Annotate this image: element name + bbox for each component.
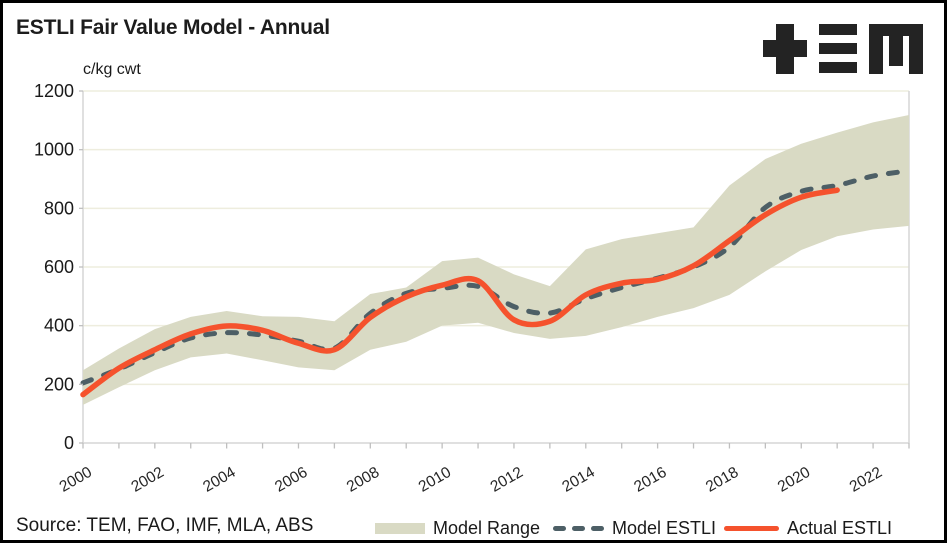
x-tick-label: 2022: [847, 464, 885, 496]
page-title: ESTLI Fair Value Model - Annual: [16, 16, 330, 39]
x-tick-label: 2004: [200, 464, 239, 496]
x-tick-label: 2012: [488, 464, 526, 496]
x-tick-label: 2016: [631, 464, 669, 496]
actual-estli-line: [80, 187, 840, 398]
legend-item-model-estli: Model ESTLI: [553, 517, 716, 539]
legend-item-actual-estli: Actual ESTLI: [724, 517, 892, 539]
y-tick-label: 1200: [34, 81, 74, 101]
y-tick-label: 200: [44, 374, 74, 394]
x-tick-label: 2006: [272, 464, 310, 496]
model-range-swatch: [375, 522, 425, 534]
x-tick-label: 2010: [416, 464, 455, 496]
x-tick-label: 2002: [128, 464, 166, 496]
legend-label: Model Range: [433, 517, 541, 538]
y-tick-label: 400: [44, 316, 74, 336]
x-tick-label: 2020: [775, 464, 814, 496]
legend-item-model-range: Model Range: [375, 517, 540, 539]
tem-logo-icon: [763, 24, 923, 74]
model-estli-swatch: [553, 525, 604, 531]
y-tick-label: 800: [44, 198, 74, 218]
x-tick-label: 2008: [344, 464, 382, 496]
chart-canvas: 0 200 400 600 800 1000 1200 2000 2002 2004 2006 200…: [34, 81, 912, 496]
y-tick-label: 1000: [34, 140, 74, 160]
actual-estli-swatch: [724, 525, 779, 531]
source-note: Source: TEM, FAO, IMF, MLA, ABS: [16, 515, 314, 536]
y-tick-label: 0: [64, 433, 74, 453]
y-axis-unit-label: c/kg cwt: [83, 61, 141, 78]
legend-label: Model ESTLI: [612, 517, 717, 538]
model-range-area: [83, 115, 909, 405]
y-tick-label: 600: [44, 257, 74, 277]
x-tick-label: 2014: [559, 464, 598, 496]
x-tick-label: 2000: [57, 464, 96, 496]
x-tick-label: 2018: [703, 464, 741, 496]
legend-label: Actual ESTLI: [787, 517, 893, 538]
